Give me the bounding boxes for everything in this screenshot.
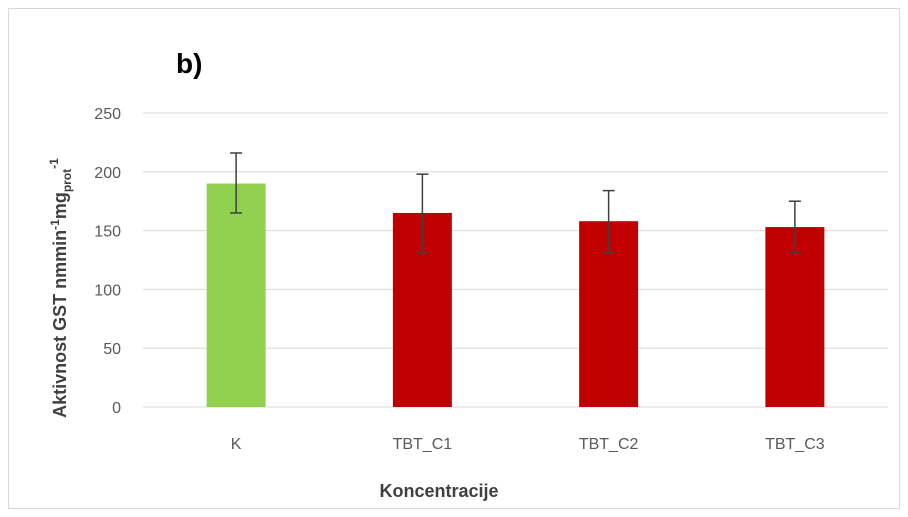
x-tick-label: K: [231, 436, 242, 453]
bars: [206, 183, 825, 407]
error-bar: [602, 189, 615, 254]
error-bar: [230, 152, 243, 214]
x-axis-title: Koncentracije: [379, 481, 498, 501]
chart-frame: [8, 8, 900, 509]
panel-label: b): [176, 48, 202, 79]
x-tick-label: TBT_C1: [393, 436, 453, 453]
error-bars: [230, 152, 801, 254]
bar-tbt-c3: [765, 227, 825, 407]
x-tick-labels: K TBT_C1 TBT_C2 TBT_C3: [231, 436, 825, 453]
x-tick-label: TBT_C2: [579, 436, 639, 453]
error-bar: [788, 200, 801, 254]
y-tick-label: 100: [94, 282, 121, 299]
y-tick-label: 0: [112, 400, 121, 417]
y-tick-labels: 0 50 100 150 200 250: [94, 106, 121, 417]
y-tick-label: 50: [103, 341, 121, 358]
y-axis-title-sup2: -1: [47, 158, 61, 169]
y-tick-label: 150: [94, 224, 121, 241]
y-axis-title-sub: prot: [60, 169, 74, 192]
y-tick-label: 200: [94, 165, 121, 182]
y-tick-label: 250: [94, 106, 121, 123]
y-axis-title-sup1: -1: [48, 219, 62, 230]
x-tick-label: TBT_C3: [765, 436, 825, 453]
error-bar: [416, 173, 429, 254]
y-axis-title-mg: mg: [50, 192, 70, 219]
y-axis-title: Aktivnost GST nmmin-1mgprot-1: [47, 158, 74, 418]
gridlines: [143, 112, 888, 408]
y-axis-title-main: Aktivnost GST nmmin: [50, 230, 70, 418]
bar-k: [206, 183, 266, 407]
